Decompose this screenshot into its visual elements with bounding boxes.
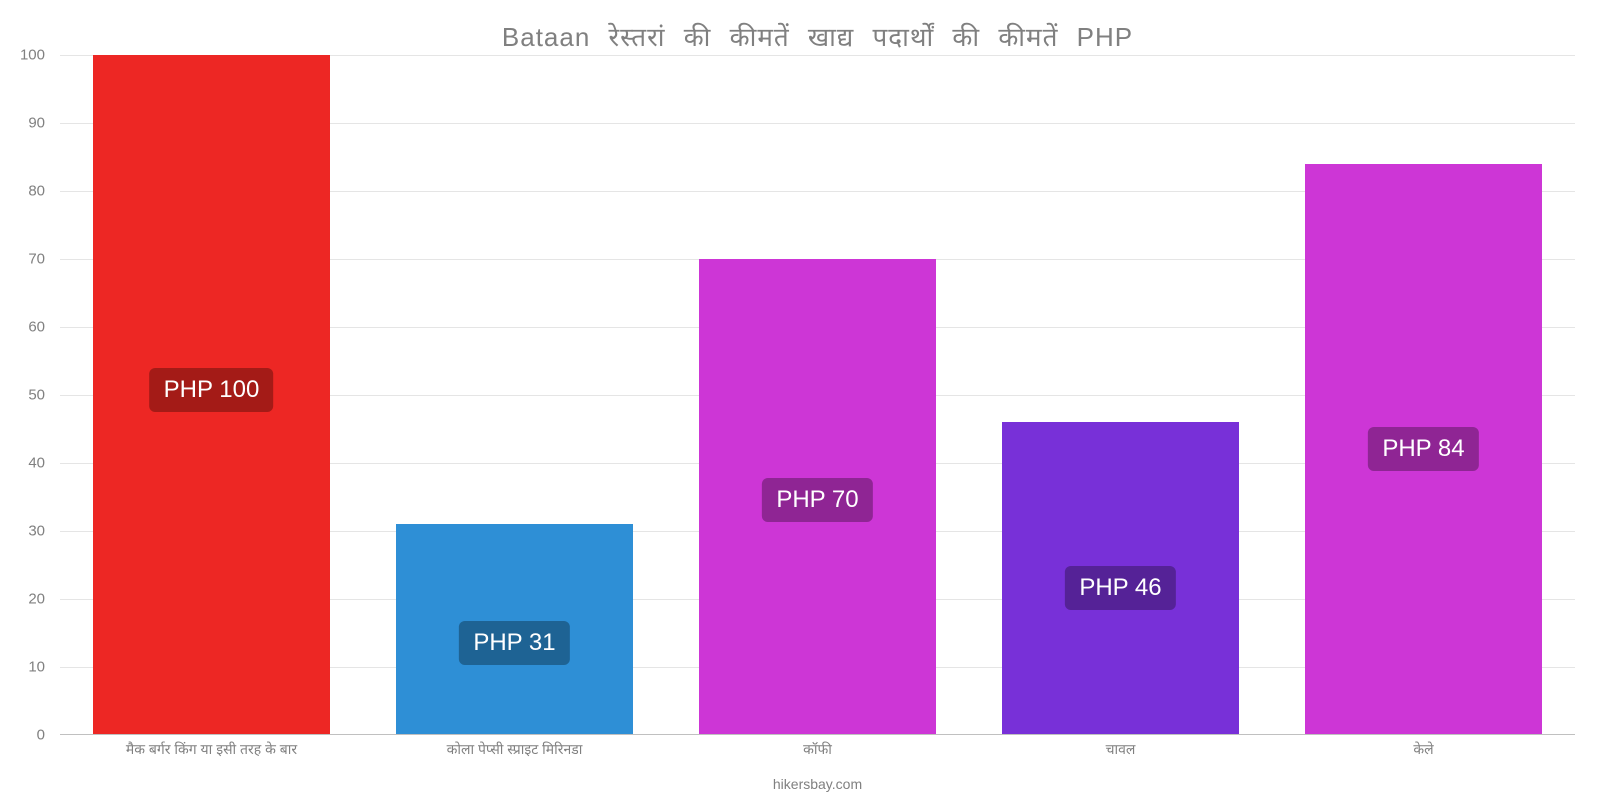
chart-title: Bataan रेस्तरां की कीमतें खाद्य पदार्थों… [60, 0, 1575, 54]
x-baseline [60, 734, 1575, 735]
bars: PHP 100 PHP 31 PHP 70 PHP 46 PHP 84 [60, 55, 1575, 735]
attribution: hikersbay.com [773, 776, 862, 792]
x-label: केले [1272, 740, 1575, 759]
y-tick: 20 [28, 591, 45, 608]
y-tick: 10 [28, 659, 45, 676]
y-tick: 40 [28, 455, 45, 472]
x-label: कॉफी [666, 740, 969, 759]
value-label: PHP 31 [459, 621, 569, 665]
y-tick: 100 [20, 47, 45, 64]
bar: PHP 84 [1305, 164, 1541, 735]
bar-wrapper: PHP 70 [666, 55, 969, 735]
bar: PHP 70 [699, 259, 935, 735]
x-axis-labels: मैक बर्गर किंग या इसी तरह के बारकोला पेप… [60, 740, 1575, 759]
bar-wrapper: PHP 84 [1272, 55, 1575, 735]
value-label: PHP 70 [762, 478, 872, 522]
bar-wrapper: PHP 100 [60, 55, 363, 735]
y-tick: 90 [28, 115, 45, 132]
bar-wrapper: PHP 31 [363, 55, 666, 735]
value-label: PHP 46 [1065, 566, 1175, 610]
x-label: कोला पेप्सी स्प्राइट मिरिनडा [363, 740, 666, 759]
plot-area: 0102030405060708090100 PHP 100PHP 31PHP … [60, 55, 1575, 735]
y-tick: 80 [28, 183, 45, 200]
y-tick: 50 [28, 387, 45, 404]
value-label: PHP 84 [1368, 427, 1478, 471]
y-tick: 60 [28, 319, 45, 336]
bar: PHP 100 [93, 55, 329, 735]
value-label: PHP 100 [150, 368, 274, 412]
bar: PHP 31 [396, 524, 632, 735]
y-tick: 70 [28, 251, 45, 268]
x-label: चावल [969, 740, 1272, 759]
chart-container: Bataan रेस्तरां की कीमतें खाद्य पदार्थों… [60, 0, 1575, 800]
y-tick: 30 [28, 523, 45, 540]
x-label: मैक बर्गर किंग या इसी तरह के बार [60, 740, 363, 759]
bar-wrapper: PHP 46 [969, 55, 1272, 735]
y-axis: 0102030405060708090100 [50, 55, 60, 735]
bar: PHP 46 [1002, 422, 1238, 735]
y-tick: 0 [37, 727, 45, 744]
